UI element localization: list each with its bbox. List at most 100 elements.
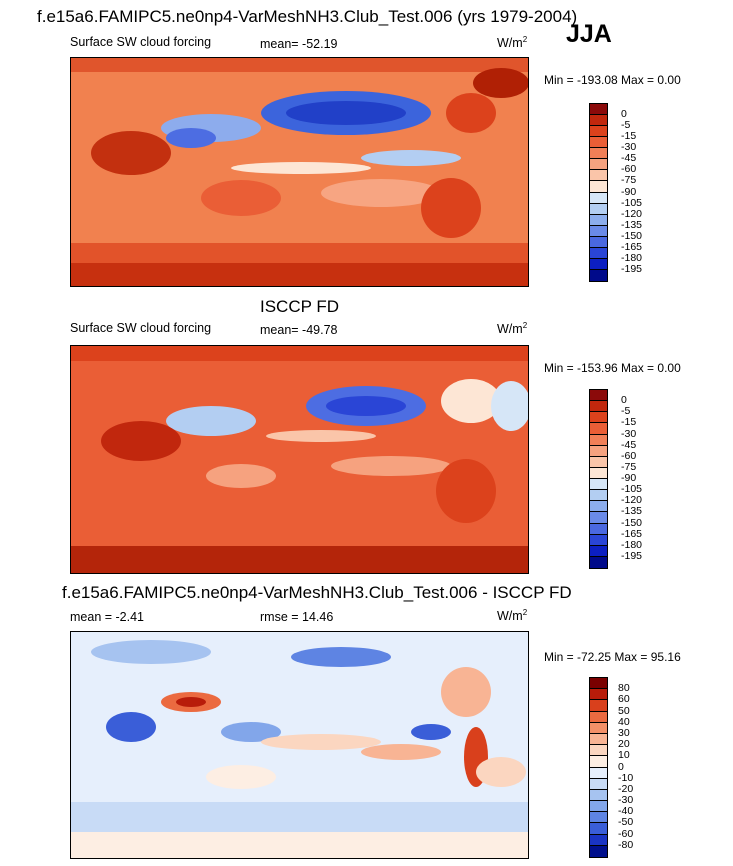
colorbar-level-label: -105 <box>621 196 643 209</box>
colorbar-swatch <box>590 423 607 435</box>
colorbar-level-label: -135 <box>621 505 643 518</box>
panel2-minmax: Min = -153.96 Max = 0.00 <box>544 361 681 375</box>
colorbar-swatch <box>590 412 607 424</box>
colorbar-level-label: 0 <box>618 760 624 773</box>
panel3-rmse-label: rmse = 14.46 <box>260 610 334 624</box>
panel2-title: ISCCP FD <box>260 297 340 316</box>
colorbar-swatch <box>590 159 607 171</box>
colorbar-level-label: -60 <box>621 163 637 176</box>
colorbar-level-label: -195 <box>621 262 643 275</box>
colorbar-swatch <box>590 247 607 259</box>
colorbar-swatch <box>590 722 607 734</box>
colorbar-swatch <box>590 225 607 237</box>
colorbar-swatch <box>590 733 607 746</box>
panel3-mean-label: mean = -2.41 <box>70 610 145 624</box>
colorbar-level-label: -30 <box>618 794 634 807</box>
colorbar-level-label: 0 <box>621 394 627 407</box>
colorbar-swatch <box>590 170 607 182</box>
colorbar-swatch <box>590 512 607 524</box>
colorbar-swatch <box>590 490 607 502</box>
colorbar-level-label: -150 <box>621 516 643 529</box>
colorbar-level-label: -60 <box>621 449 637 462</box>
colorbar-swatch <box>590 137 607 149</box>
colorbar-level-label: -20 <box>618 782 634 795</box>
colorbar-swatch <box>590 148 607 160</box>
colorbar-level-label: -120 <box>621 207 643 220</box>
colorbar-level-label: 10 <box>618 749 630 762</box>
colorbar-level-label: 60 <box>618 693 630 706</box>
panel1-map <box>70 57 529 287</box>
panel2-colorbar <box>589 389 608 569</box>
colorbar-level-label: -150 <box>621 229 643 242</box>
colorbar-level-label: -60 <box>618 827 634 840</box>
colorbar-level-label: -10 <box>618 771 634 784</box>
colorbar-swatch <box>590 545 607 557</box>
colorbar-swatch <box>590 479 607 491</box>
colorbar-level-label: -30 <box>621 427 637 440</box>
colorbar-level-label: -180 <box>621 251 643 264</box>
colorbar-swatch <box>590 700 607 712</box>
colorbar-swatch <box>590 778 607 790</box>
colorbar-level-label: -45 <box>621 152 637 165</box>
colorbar-level-label: -90 <box>621 472 637 484</box>
colorbar-level-label: -5 <box>621 119 631 132</box>
panel2-units: W/m2 <box>497 321 528 337</box>
colorbar-swatch <box>590 823 607 835</box>
panel1-mean-label: mean= -52.19 <box>260 37 338 51</box>
colorbar-level-label: -165 <box>621 240 643 253</box>
colorbar-level-label: -15 <box>621 130 637 143</box>
panel3-map <box>70 631 529 859</box>
colorbar-swatch <box>590 711 607 723</box>
colorbar-swatch <box>590 181 607 193</box>
colorbar-swatch <box>590 269 607 281</box>
colorbar-level-label: -45 <box>621 438 637 451</box>
panel1-minmax: Min = -193.08 Max = 0.00 <box>544 73 681 87</box>
colorbar-level-label: -120 <box>621 494 643 507</box>
colorbar-level-label: 50 <box>618 704 630 717</box>
colorbar-level-label: -30 <box>621 141 637 154</box>
colorbar-swatch <box>590 434 607 446</box>
colorbar-level-label: 40 <box>618 715 630 728</box>
colorbar-swatch <box>590 214 607 226</box>
panel2-variable-label: Surface SW cloud forcing <box>70 321 212 335</box>
colorbar-swatch <box>590 236 607 248</box>
colorbar-level-label: -40 <box>618 805 634 818</box>
panel1-map-field <box>71 58 528 286</box>
panel3-colorbar <box>589 677 608 858</box>
panel1-units: W/m2 <box>497 35 528 51</box>
colorbar-level-label: 30 <box>618 726 630 739</box>
panel2-mean-label: mean= -49.78 <box>260 323 338 337</box>
colorbar-level-label: 20 <box>618 738 630 751</box>
panel3-minmax: Min = -72.25 Max = 95.16 <box>544 650 681 664</box>
colorbar-swatch <box>590 556 607 568</box>
colorbar-swatch <box>590 523 607 535</box>
panel3-title: f.e15a6.FAMIPC5.ne0np4-VarMeshNH3.Club_T… <box>62 583 572 602</box>
colorbar-swatch <box>590 689 607 701</box>
colorbar-swatch <box>590 467 607 479</box>
colorbar-level-label: -105 <box>621 483 643 496</box>
colorbar-level-label: -180 <box>621 538 643 551</box>
panel1-variable-label: Surface SW cloud forcing <box>70 35 212 49</box>
colorbar-level-label: -5 <box>621 405 631 418</box>
colorbar-swatch <box>590 104 607 116</box>
panel2-map-field <box>71 346 528 573</box>
colorbar-level-label: 0 <box>621 108 627 121</box>
colorbar-swatch <box>590 812 607 824</box>
panel3-units: W/m2 <box>497 608 528 624</box>
colorbar-swatch <box>590 767 607 779</box>
panel1-title: f.e15a6.FAMIPC5.ne0np4-VarMeshNH3.Club_T… <box>37 7 578 26</box>
season-label: JJA <box>566 20 612 48</box>
colorbar-level-label: -50 <box>618 816 634 829</box>
colorbar-swatch <box>590 534 607 546</box>
colorbar-swatch <box>590 756 607 768</box>
colorbar-swatch <box>590 192 607 204</box>
colorbar-swatch <box>590 456 607 468</box>
colorbar-swatch <box>590 401 607 413</box>
colorbar-swatch <box>590 801 607 813</box>
panel3-map-field <box>71 632 528 858</box>
colorbar-swatch <box>590 501 607 513</box>
colorbar-level-label: -165 <box>621 527 643 540</box>
colorbar-swatch <box>590 115 607 127</box>
colorbar-level-label: -135 <box>621 218 643 231</box>
colorbar-swatch <box>590 258 607 270</box>
